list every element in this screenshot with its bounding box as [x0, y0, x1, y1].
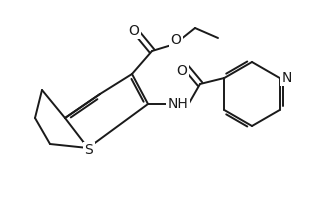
- Text: O: O: [177, 64, 187, 78]
- Text: NH: NH: [167, 97, 188, 111]
- Text: N: N: [282, 71, 292, 85]
- Text: O: O: [129, 24, 139, 38]
- Text: S: S: [85, 143, 93, 157]
- Text: O: O: [171, 33, 181, 47]
